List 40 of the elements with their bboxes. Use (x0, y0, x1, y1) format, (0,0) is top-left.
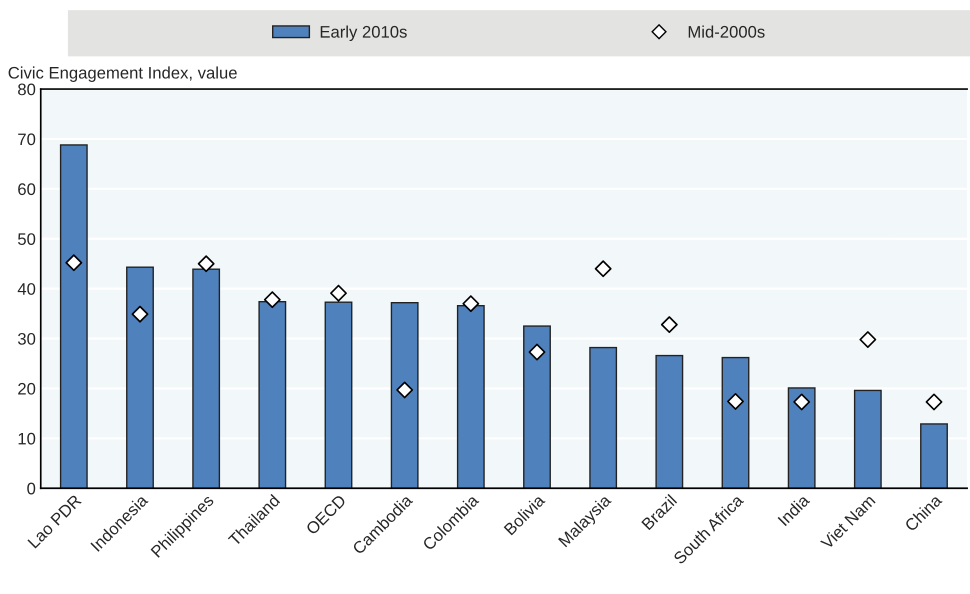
bar (920, 423, 948, 488)
point (330, 284, 347, 302)
point (594, 260, 612, 278)
point (528, 344, 546, 360)
point (198, 255, 215, 272)
bar (854, 390, 882, 488)
y-tick-label: 30 (18, 332, 36, 345)
point (793, 394, 810, 410)
point (859, 331, 876, 348)
legend-label: Early 2010s (320, 25, 407, 42)
y-tick-label: 70 (18, 133, 36, 146)
y-axis-title: Civic Engagement Index, value (8, 66, 237, 82)
point (727, 393, 744, 410)
point (65, 254, 82, 272)
bar (788, 387, 816, 488)
legend-label: Mid-2000s (688, 25, 765, 38)
bar (324, 301, 352, 488)
bar (390, 302, 419, 488)
point (926, 394, 942, 410)
bar (722, 356, 750, 488)
point (462, 295, 480, 312)
bar (126, 266, 154, 488)
bar (456, 304, 485, 488)
point (660, 316, 678, 334)
y-tick-label: 50 (18, 233, 36, 245)
point (396, 382, 414, 398)
bar (60, 144, 88, 488)
bar (523, 325, 551, 488)
bar (258, 300, 286, 488)
bar (192, 268, 220, 488)
point (264, 291, 281, 308)
bar (655, 354, 684, 488)
bar (589, 346, 618, 488)
point (132, 306, 148, 323)
y-tick-label: 0 (27, 482, 36, 494)
y-tick-label: 80 (18, 84, 36, 96)
y-tick-label: 40 (18, 283, 36, 295)
y-tick-label: 60 (18, 183, 36, 196)
y-tick-label: 10 (18, 432, 36, 445)
y-tick-label: 20 (18, 382, 36, 395)
